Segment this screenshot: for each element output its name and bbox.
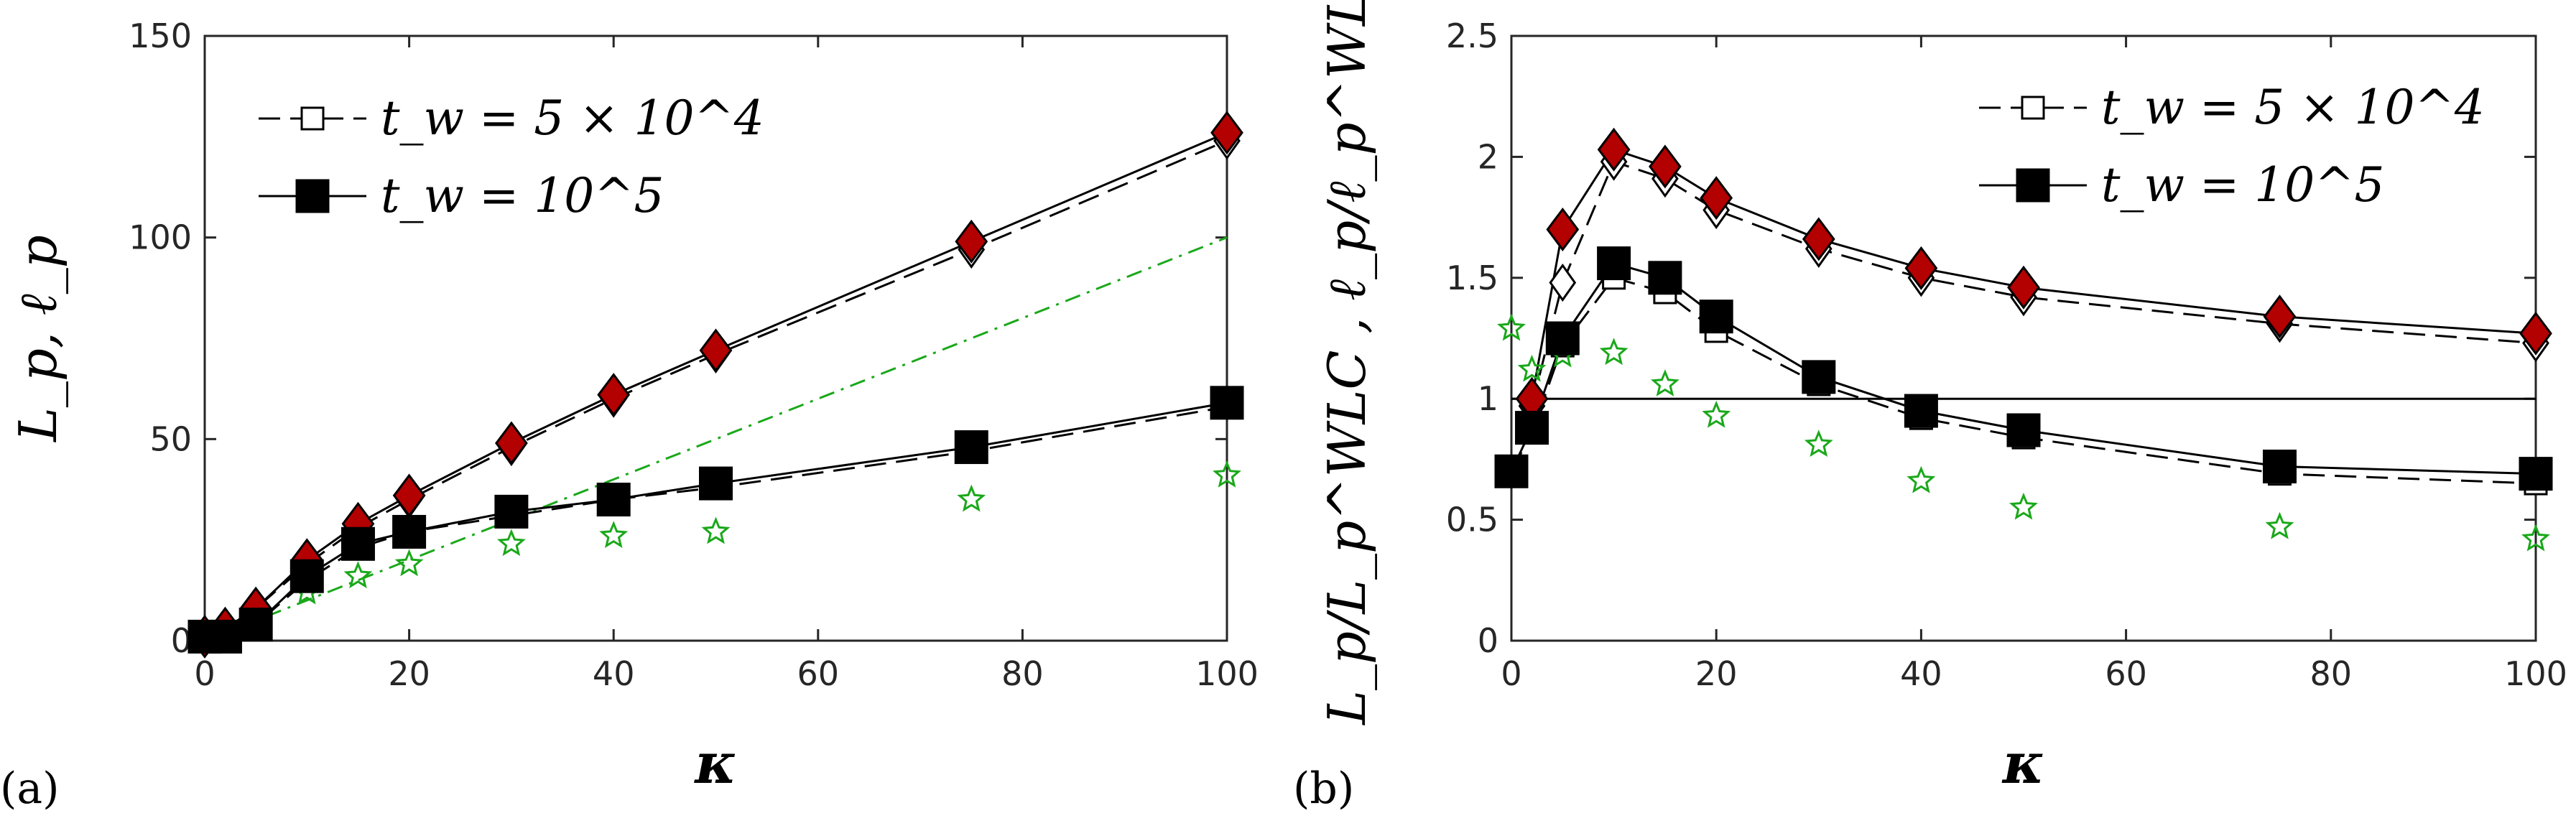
data-point-2 — [954, 430, 988, 465]
data-point-2 — [289, 559, 324, 593]
x-tick-label: 0 — [194, 654, 215, 693]
data-point-0 — [597, 373, 631, 417]
legend-label: t_w = 5 × 10^4 — [381, 90, 764, 146]
data-point-2 — [340, 526, 375, 561]
y-axis-label: L_p, ℓ_p — [8, 235, 68, 443]
x-axis-label: κ — [2001, 731, 2044, 797]
data-point-4 — [957, 484, 986, 512]
data-point-4 — [394, 549, 424, 577]
data-point-4 — [496, 529, 526, 557]
legend-marker — [295, 179, 330, 213]
data-point-0 — [1802, 217, 1835, 261]
data-point-4 — [599, 521, 629, 548]
data-point-0 — [1597, 127, 1631, 172]
y-tick-label: 0 — [1478, 621, 1498, 660]
data-point-4 — [701, 516, 731, 544]
data-point-4 — [1650, 369, 1680, 396]
data-point-0 — [699, 328, 733, 373]
data-point-2 — [1648, 261, 1682, 295]
data-point-1 — [1549, 263, 1577, 302]
x-tick-label: 20 — [1695, 654, 1738, 693]
data-point-4 — [1599, 338, 1628, 366]
data-point-0 — [955, 219, 988, 264]
y-tick-label: 2.5 — [1446, 17, 1498, 55]
data-point-4 — [1213, 460, 1241, 488]
panel-b: 0 20 40 60 80 100 0 0.5 1 1.5 2 2.5 t_w = 5 × 10^4 t_… — [1293, 0, 2567, 814]
y-axis-label: L_p/L_p^WLC , ℓ_p/ℓ_p^WLC — [1317, 0, 1377, 726]
data-point-4 — [2265, 511, 2294, 539]
data-point-2 — [2263, 450, 2297, 484]
x-tick-label: 60 — [797, 654, 840, 693]
legend-label: t_w = 10^5 — [381, 168, 664, 223]
data-point-4 — [343, 561, 373, 589]
data-point-4 — [1906, 465, 1936, 493]
x-tick-label: 20 — [388, 654, 430, 693]
y-tick-label: 50 — [149, 419, 192, 458]
data-point-2 — [1597, 246, 1631, 281]
data-point-2 — [1904, 394, 1938, 428]
data-point-2 — [1494, 454, 1529, 488]
x-tick-label: 100 — [2504, 654, 2567, 693]
series-line-1 — [1531, 160, 2536, 407]
panel-label: (a) — [0, 763, 60, 814]
data-point-0 — [2519, 311, 2552, 356]
y-tick-label: 1 — [1478, 379, 1498, 418]
legend-marker — [300, 106, 325, 131]
data-point-4 — [2521, 524, 2550, 552]
y-tick-label: 1.5 — [1446, 259, 1498, 297]
series-line-0 — [1531, 148, 2536, 399]
data-point-0 — [1700, 176, 1733, 220]
data-point-2 — [2519, 457, 2553, 491]
data-point-0 — [1649, 144, 1682, 189]
x-tick-label: 40 — [593, 654, 635, 693]
data-point-2 — [494, 494, 529, 529]
y-tick-label: 0.5 — [1446, 501, 1498, 539]
data-point-2 — [1699, 300, 1733, 334]
data-point-4 — [1497, 313, 1526, 341]
y-tick-label: 2 — [1478, 137, 1498, 176]
plot-area-frame — [203, 34, 1228, 642]
data-point-2 — [1515, 411, 1549, 445]
data-point-2 — [596, 483, 631, 517]
data-point-2 — [208, 619, 242, 654]
series-line-3 — [1510, 277, 2536, 485]
data-point-2 — [238, 608, 273, 642]
data-point-0 — [495, 421, 528, 465]
legend-label: t_w = 10^5 — [2101, 157, 2385, 213]
x-axis-label: κ — [693, 731, 736, 797]
data-point-0 — [392, 473, 426, 518]
y-tick-label: 150 — [129, 17, 192, 55]
data-point-4 — [1702, 400, 1731, 428]
x-tick-label: 40 — [1900, 654, 1942, 693]
x-tick-label: 80 — [2310, 654, 2353, 693]
data-point-0 — [1210, 111, 1243, 155]
reference-line — [204, 236, 1228, 642]
data-point-0 — [1904, 246, 1938, 290]
legend-label: t_w = 5 × 10^4 — [2101, 80, 2485, 135]
data-point-2 — [1802, 360, 1836, 394]
data-point-2 — [699, 466, 733, 501]
data-point-4 — [1804, 430, 1833, 458]
legend-marker — [2016, 168, 2050, 203]
x-tick-label: 60 — [2105, 654, 2147, 693]
y-tick-label: 100 — [129, 218, 192, 257]
x-tick-label: 80 — [1001, 654, 1044, 693]
data-point-2 — [1545, 321, 1580, 356]
data-point-0 — [1546, 207, 1580, 251]
data-point-4 — [2009, 492, 2038, 520]
series-line-0 — [204, 131, 1228, 638]
x-tick-label: 0 — [1501, 654, 1521, 693]
data-point-0 — [2263, 294, 2297, 339]
x-tick-label: 100 — [1195, 654, 1259, 693]
data-point-0 — [2007, 265, 2040, 310]
data-point-4 — [1517, 354, 1547, 382]
panel-label: (b) — [1293, 763, 1354, 814]
data-point-2 — [392, 514, 427, 549]
data-point-2 — [1210, 386, 1244, 420]
data-point-2 — [2006, 413, 2041, 447]
legend-marker — [2021, 96, 2045, 120]
